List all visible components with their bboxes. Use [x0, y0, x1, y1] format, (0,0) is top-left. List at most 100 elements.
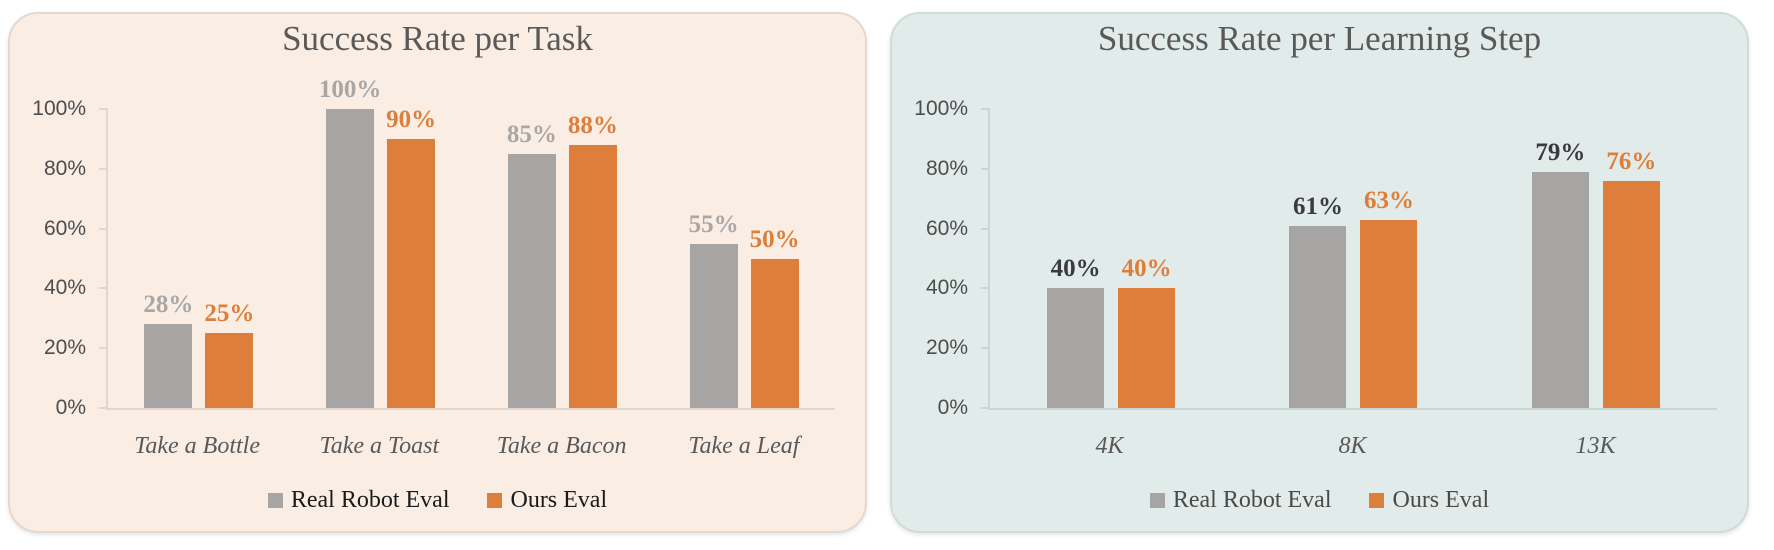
bar-rect	[1047, 288, 1105, 408]
bar-ours-eval: 90%	[386, 105, 437, 408]
y-axis-tick-mark	[99, 287, 108, 290]
x-category-label: 4K	[1095, 433, 1124, 459]
chart-figure: Success Rate per Task 28% 25% 100% 90% 85% 88…	[8, 12, 1749, 533]
y-axis-tick-mark	[981, 227, 990, 230]
bar-value-label: 85%	[506, 120, 557, 148]
bar-rect	[326, 109, 375, 408]
y-axis-label: 20%	[43, 336, 86, 360]
legend-item: Real Robot Eval	[1149, 487, 1332, 513]
chart-panel-learning-step: Success Rate per Learning Step 40% 40% 61%…	[890, 12, 1749, 533]
bar-real-robot-eval: 79%	[1531, 109, 1589, 408]
bar-groups: 40% 40% 61% 63% 79% 76%	[990, 109, 1717, 408]
x-category-label: Take a Bottle	[134, 433, 260, 459]
legend-label: Ours Eval	[1392, 487, 1490, 513]
x-category-label: 8K	[1338, 433, 1367, 459]
y-axis-tick-mark	[99, 407, 108, 409]
bar-value-label: 40%	[1121, 255, 1172, 283]
x-category-label: 13K	[1575, 433, 1616, 459]
chart-title: Success Rate per Learning Step	[1097, 19, 1542, 58]
bar-group: 28% 25%	[108, 109, 290, 408]
bar-ours-eval: 50%	[749, 109, 800, 408]
bar-group: 61% 63%	[1232, 109, 1474, 408]
bar-rect	[507, 153, 556, 408]
bar-value-label: 90%	[386, 105, 437, 133]
y-axis-label: 80%	[43, 156, 86, 180]
y-axis-label: 20%	[925, 336, 968, 360]
legend: Real Robot Eval Ours Eval	[10, 482, 865, 518]
bar-ours-eval: 76%	[1602, 109, 1660, 408]
y-axis-label: 0%	[55, 396, 86, 419]
y-axis-tick-mark	[981, 407, 990, 409]
bar-value-label: 25%	[204, 300, 255, 328]
bar-real-robot-eval: 100%	[319, 77, 381, 408]
bar-real-robot-eval: 85%	[506, 109, 557, 408]
bar-group: 55% 50%	[653, 109, 835, 408]
x-category-label: Take a Leaf	[688, 433, 800, 459]
chart-panel-task: Success Rate per Task 28% 25% 100% 90% 85% 88…	[8, 12, 867, 533]
bar-value-label: 50%	[749, 225, 800, 253]
legend-item: Ours Eval	[1369, 488, 1489, 512]
chart-title: Success Rate per Task	[282, 19, 593, 58]
y-axis-tick-mark	[981, 108, 990, 110]
bar-group: 85% 88%	[472, 109, 654, 408]
y-axis-label: 0%	[937, 396, 968, 419]
x-axis-labels: Take a Bottle Take a Toast Take a Bacon Tak…	[106, 426, 835, 466]
bar-rect	[387, 138, 436, 408]
x-category-label: Take a Bacon	[496, 433, 627, 459]
bar-rect	[1602, 180, 1660, 408]
bar-ours-eval: 88%	[567, 109, 618, 408]
bar-ours-eval: 40%	[1118, 109, 1176, 408]
legend-swatch	[267, 492, 283, 508]
legend-label: Real Robot Eval	[1172, 487, 1332, 513]
bar-rect	[750, 258, 799, 408]
bar-real-robot-eval: 61%	[1289, 109, 1347, 408]
bar-rect	[205, 333, 254, 408]
y-axis-tick-mark	[99, 227, 108, 230]
legend-swatch	[1149, 492, 1165, 508]
x-category-label: Take a Toast	[319, 433, 440, 459]
bar-group: 79% 76%	[1475, 109, 1717, 408]
bar-real-robot-eval: 55%	[688, 109, 739, 408]
bar-value-label: 88%	[567, 111, 618, 139]
bar-value-label: 55%	[688, 210, 739, 238]
y-axis-tick-mark	[99, 167, 108, 170]
y-axis-label: 100%	[32, 97, 86, 120]
x-axis-labels: 4K 8K 13K	[988, 426, 1717, 466]
plot-area: 40% 40% 61% 63% 79% 76% 100% 80% 60% 40% 20% 0%	[914, 97, 1717, 419]
bar-rect	[1289, 225, 1347, 408]
legend-item: Real Robot Eval	[267, 487, 450, 513]
bar-rect	[144, 324, 193, 408]
bar-real-robot-eval: 28%	[143, 109, 193, 408]
legend-swatch	[1369, 492, 1385, 508]
y-axis-label: 40%	[925, 276, 968, 300]
plot-area: 28% 25% 100% 90% 85% 88% 55% 50% 100% 80% 60% 40% 2…	[32, 77, 835, 419]
legend-label: Ours Eval	[510, 487, 608, 513]
legend-swatch	[487, 492, 503, 508]
bar-value-label: 76%	[1606, 147, 1657, 175]
bar-ours-eval: 63%	[1360, 109, 1418, 408]
bar-rect	[1118, 288, 1176, 408]
bar-rect	[689, 243, 738, 408]
y-axis-tick-mark	[981, 347, 990, 350]
legend-label: Real Robot Eval	[290, 487, 450, 513]
y-axis-label: 40%	[43, 276, 86, 300]
bar-value-label: 63%	[1363, 186, 1414, 214]
legend: Real Robot Eval Ours Eval	[892, 482, 1747, 518]
y-axis-label: 80%	[925, 156, 968, 180]
y-axis-tick-mark	[99, 108, 108, 110]
bar-value-label: 61%	[1292, 192, 1343, 220]
bar-ours-eval: 25%	[204, 109, 255, 408]
bar-real-robot-eval: 40%	[1047, 109, 1105, 408]
bar-group: 40% 40%	[990, 109, 1232, 408]
bar-rect	[568, 144, 617, 408]
y-axis-label: 60%	[925, 216, 968, 240]
bar-value-label: 79%	[1535, 138, 1586, 166]
bar-group: 100% 90%	[290, 77, 472, 408]
bar-rect	[1531, 171, 1589, 408]
y-axis-label: 60%	[43, 216, 86, 240]
y-axis-tick-mark	[981, 167, 990, 170]
bar-rect	[1360, 219, 1418, 408]
y-axis-tick-mark	[99, 347, 108, 350]
y-axis-tick-mark	[981, 287, 990, 290]
bar-value-label: 100%	[318, 76, 382, 103]
